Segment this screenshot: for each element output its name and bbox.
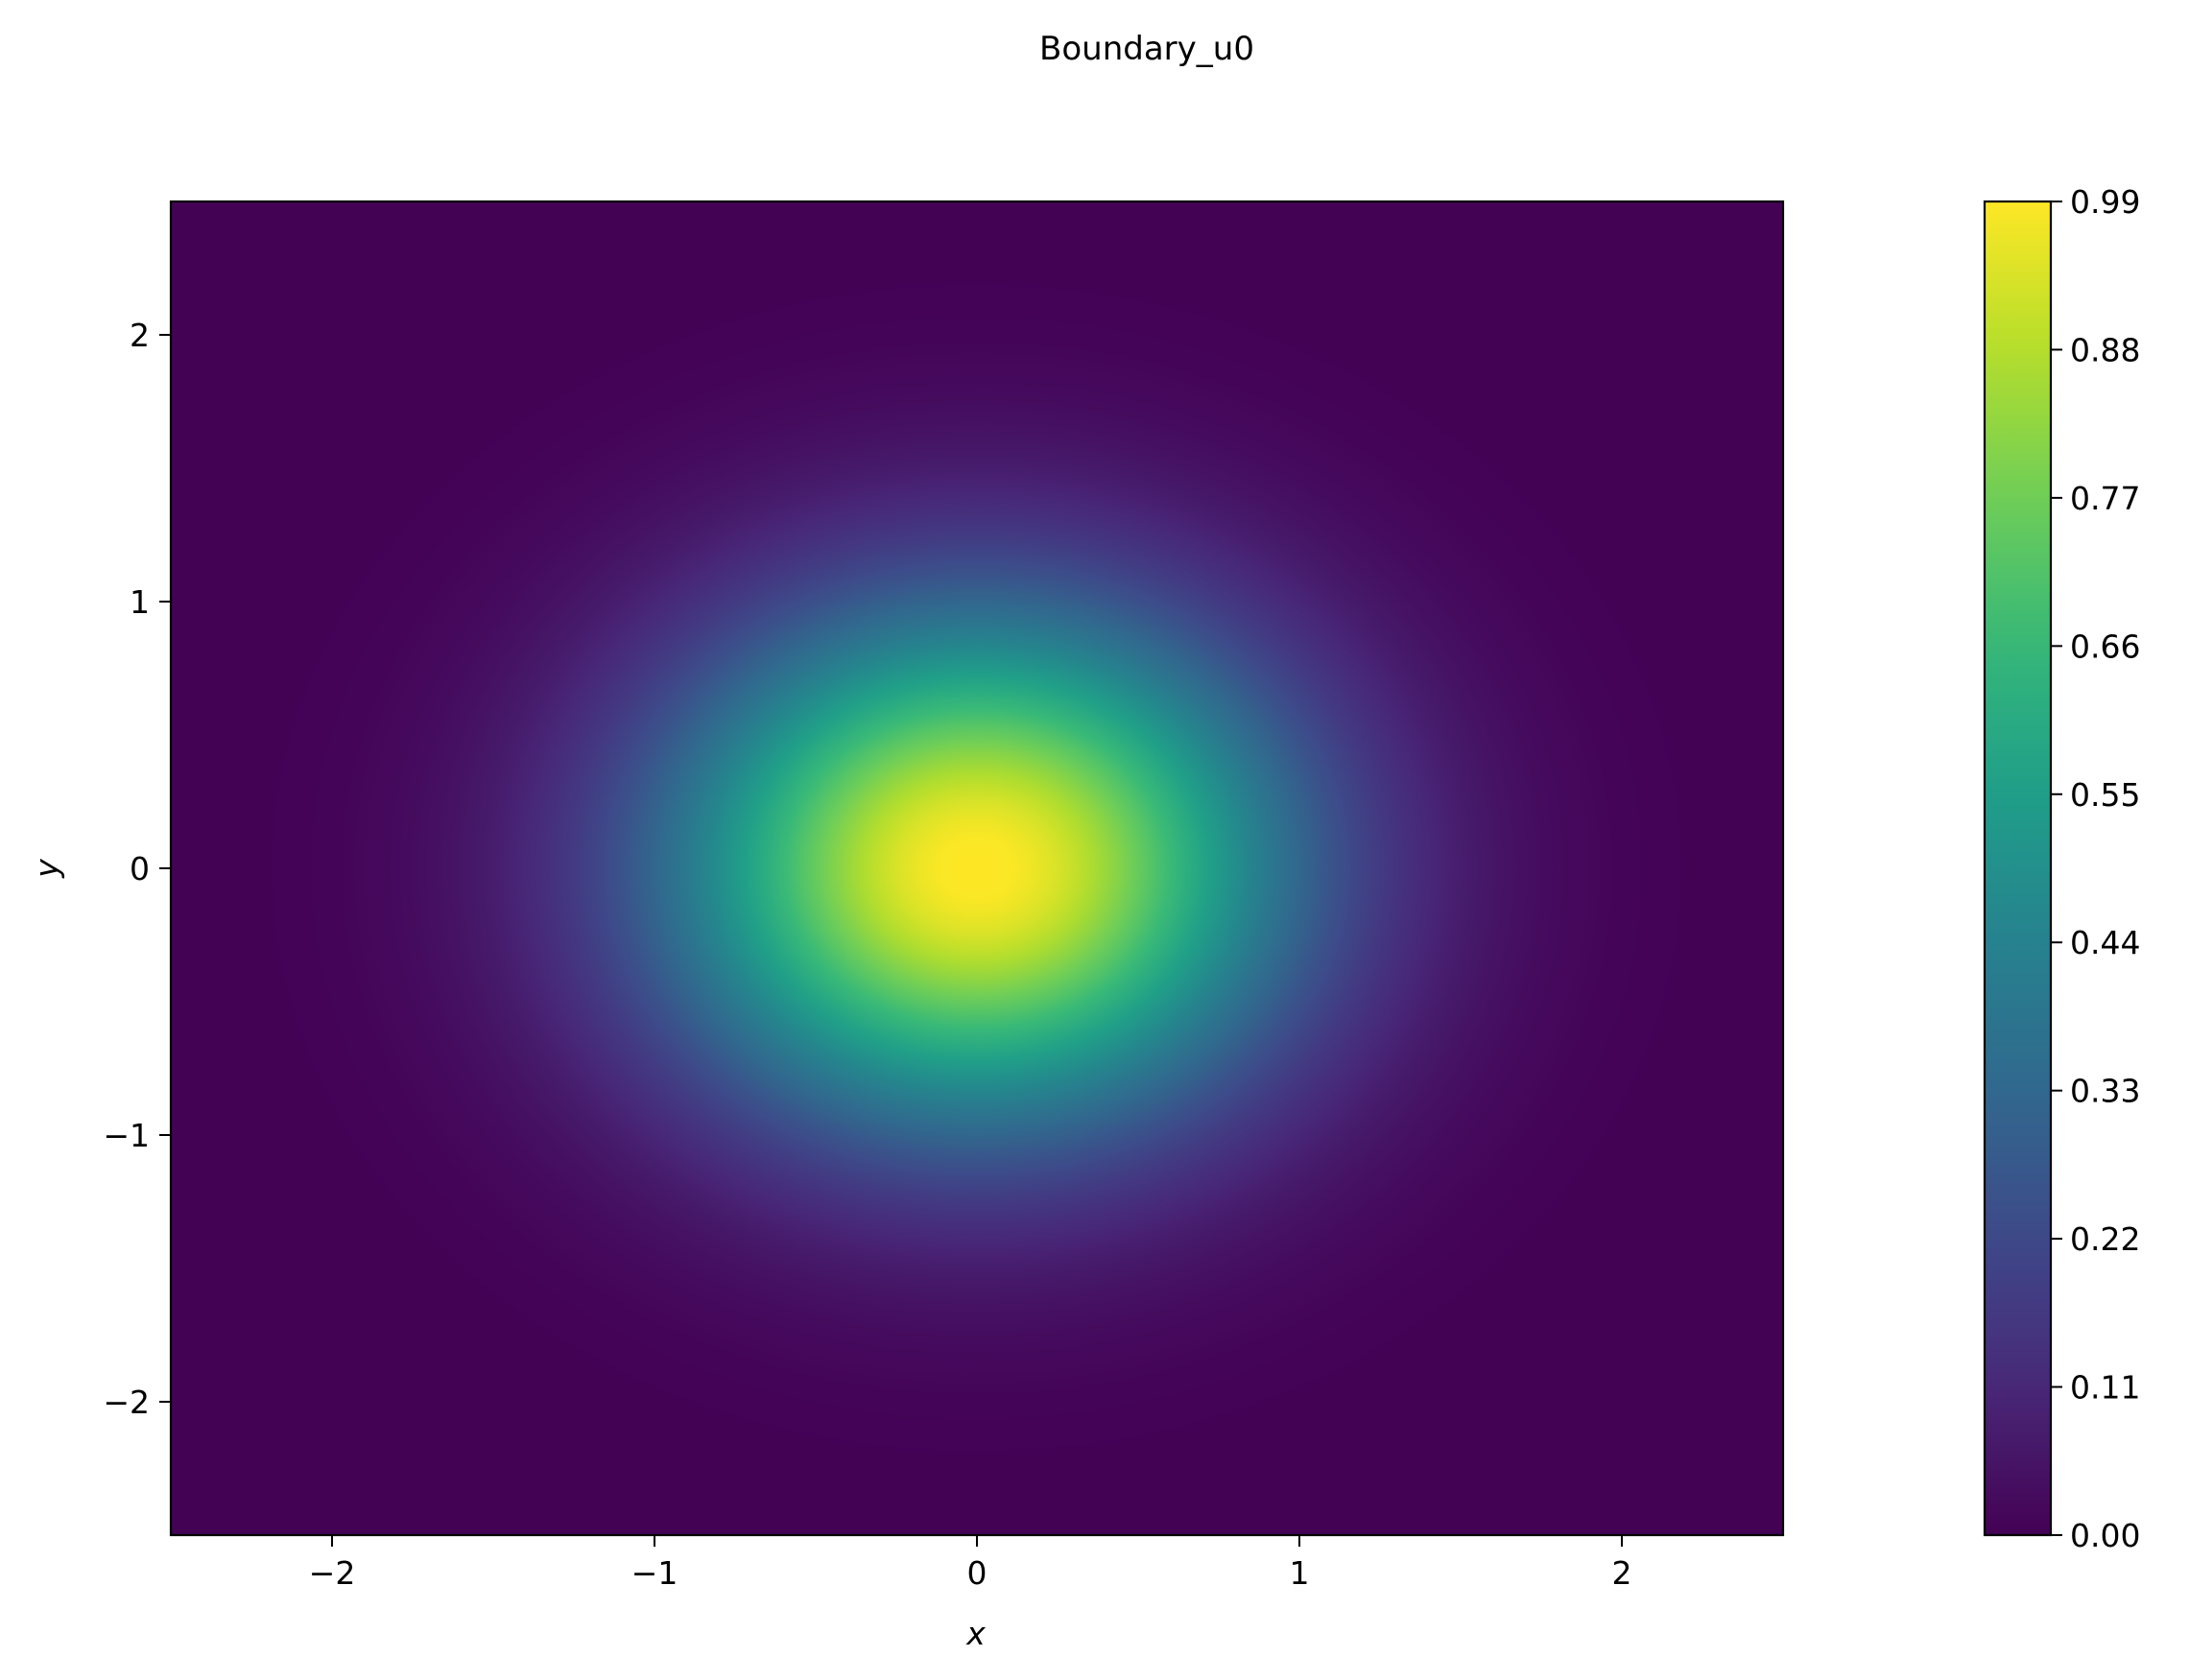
x-tick-label: 2 [1612, 1554, 1632, 1592]
y-tick-label: −1 [103, 1117, 150, 1154]
y-tick-label: 1 [130, 583, 150, 621]
colorbar-tick-label: 0.55 [2070, 776, 2140, 814]
colorbar-fill [1985, 201, 2051, 1535]
y-axis-ticks: −2 −1 0 1 2 [103, 317, 171, 1421]
y-axis-label: y [28, 859, 65, 879]
y-tick-label: −2 [103, 1384, 150, 1421]
x-tick-label: −1 [631, 1554, 678, 1592]
y-tick-label: 2 [130, 317, 150, 354]
colorbar-tick-label: 0.66 [2070, 627, 2140, 665]
colorbar-tick-label: 0.22 [2070, 1220, 2140, 1258]
colorbar-tick-label: 0.77 [2070, 480, 2140, 517]
colorbar-tick-label: 0.88 [2070, 331, 2140, 368]
heatmap-field [171, 201, 1783, 1535]
x-axis-label: x [965, 1615, 986, 1652]
x-tick-label: −2 [309, 1554, 356, 1592]
colorbar-tick-label: 0.99 [2070, 183, 2140, 221]
colorbar-tick-label: 0.00 [2070, 1517, 2140, 1554]
colorbar-tick-label: 0.11 [2070, 1369, 2140, 1407]
colorbar: 0.00 0.11 0.22 0.33 0.44 0.55 0.66 0.77 0.88 0.99 [1983, 183, 2140, 1554]
colorbar-ticks: 0.00 0.11 0.22 0.33 0.44 0.55 0.66 0.77 0.88 0.99 [2051, 183, 2140, 1554]
colorbar-frame [1983, 200, 2053, 1537]
chart-title: Boundary_u0 [1039, 30, 1254, 68]
y-tick-label: 0 [130, 850, 150, 887]
colorbar-tick-label: 0.33 [2070, 1073, 2140, 1110]
plot-area [169, 200, 1785, 1537]
colorbar-tick-label: 0.44 [2070, 924, 2140, 961]
x-tick-label: 0 [967, 1554, 987, 1592]
x-tick-label: 1 [1290, 1554, 1310, 1592]
x-axis-ticks: −2 −1 0 1 2 [309, 1535, 1632, 1592]
